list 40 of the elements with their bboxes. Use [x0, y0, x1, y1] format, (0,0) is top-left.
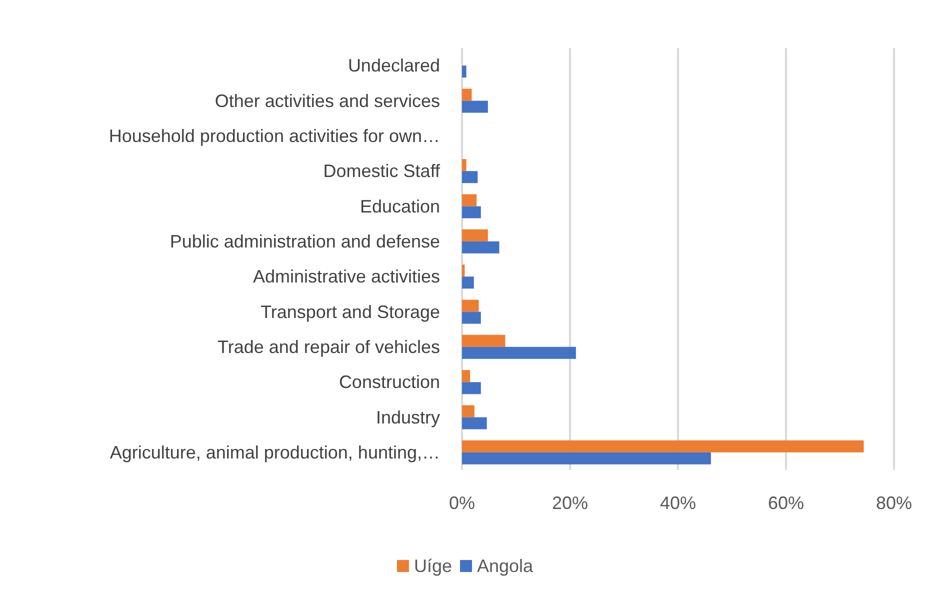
bar — [462, 370, 470, 382]
y-tick-label: Agriculture, animal production, hunting,… — [110, 442, 440, 462]
bar — [462, 229, 488, 242]
y-tick-label: Construction — [338, 372, 440, 392]
y-tick-label: Other activities and services — [214, 90, 440, 111]
legend-label: Angola — [476, 556, 534, 576]
y-tick-label: Trade and repair of vehicles — [218, 336, 440, 357]
y-tick-label: Undeclared — [348, 56, 440, 76]
bar — [462, 171, 478, 184]
y-tick-label: Domestic Staff — [323, 161, 441, 182]
bar — [462, 100, 488, 113]
bar — [462, 241, 500, 254]
x-tick-label: 40% — [660, 493, 696, 513]
bar — [462, 440, 864, 452]
x-tick-label: 20% — [552, 493, 588, 513]
bar — [462, 206, 481, 218]
y-tick-label: Administrative activities — [252, 266, 440, 287]
x-tick-label: 80% — [876, 493, 912, 513]
legend-label: Uíge — [414, 556, 452, 576]
bar — [462, 417, 487, 430]
y-tick-label: Education — [360, 196, 440, 216]
bar — [462, 276, 474, 289]
bar — [462, 66, 466, 78]
bar — [462, 382, 481, 394]
bar — [462, 88, 472, 101]
y-tick-label: Public administration and defense — [170, 231, 440, 252]
y-tick-label: Transport and Storage — [260, 302, 440, 322]
bar — [462, 334, 506, 347]
bar — [462, 405, 474, 418]
bar — [462, 300, 479, 312]
y-tick-label: Industry — [376, 407, 440, 428]
bar — [462, 452, 711, 464]
bar — [462, 312, 481, 324]
y-tick-label: Household production activities for own… — [108, 126, 440, 146]
bar — [462, 159, 466, 172]
x-tick-label: 0% — [448, 493, 476, 513]
x-tick-label: 60% — [768, 493, 804, 513]
bar — [462, 264, 465, 277]
bar — [462, 194, 477, 206]
bar — [462, 346, 576, 359]
